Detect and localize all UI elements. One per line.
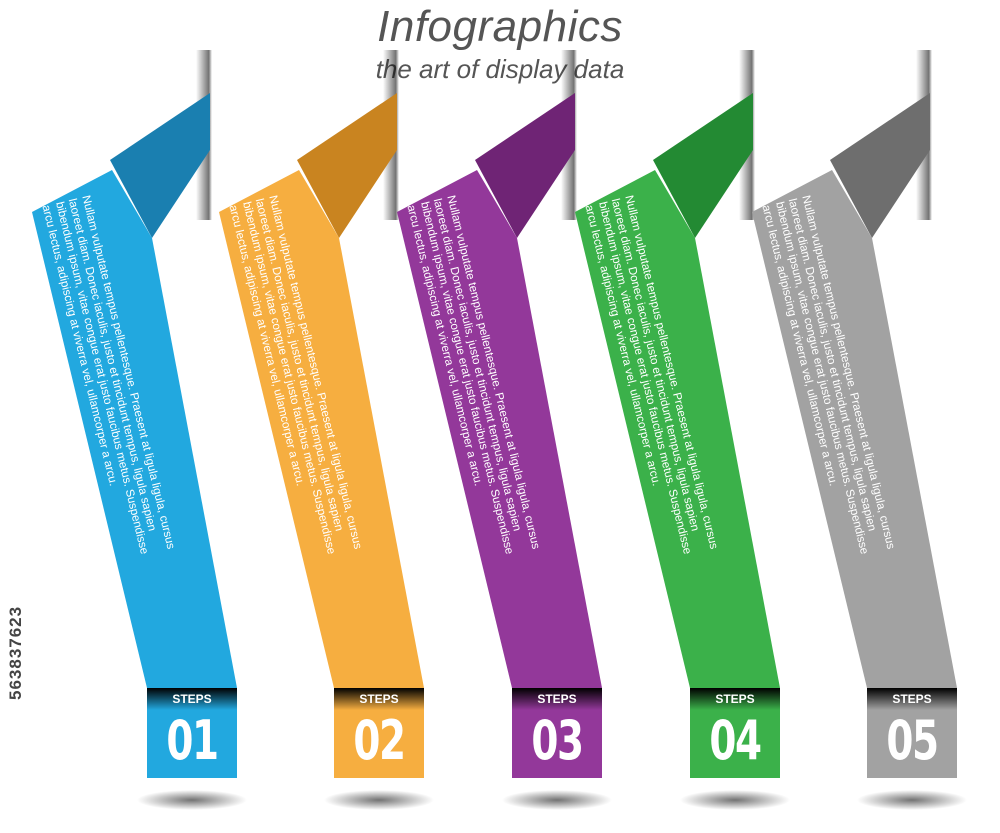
title: Infographics: [377, 2, 623, 51]
ribbon-3: [397, 50, 612, 810]
step-box-4: STEPS 04: [690, 688, 780, 778]
step-number: 05: [886, 709, 939, 772]
ribbon-strip: [397, 170, 602, 688]
ribbon-fold: [830, 93, 930, 238]
step-box-5: STEPS 05: [867, 688, 957, 778]
step-shadow: [137, 790, 247, 810]
steps-label: STEPS: [512, 688, 602, 710]
step-number: 03: [531, 709, 584, 772]
ribbon-fold: [297, 93, 397, 238]
ribbon-fold: [110, 93, 210, 238]
step-shadow: [502, 790, 612, 810]
step-number: 04: [709, 709, 762, 772]
steps-label: STEPS: [334, 688, 424, 710]
step-box-3: STEPS 03: [512, 688, 602, 778]
ribbon-4: [575, 50, 790, 810]
step-box-1: STEPS 01: [147, 688, 237, 778]
ribbon-strip: [32, 170, 237, 688]
steps-label: STEPS: [867, 688, 957, 710]
ribbon-1: [32, 50, 247, 810]
ribbon-2: [219, 50, 434, 810]
steps-label: STEPS: [147, 688, 237, 710]
ribbon-5: [752, 50, 967, 810]
ribbon-fold: [475, 93, 575, 238]
step-shadow: [857, 790, 967, 810]
subtitle: the art of display data: [375, 54, 625, 84]
step-shadow: [680, 790, 790, 810]
ribbon-strip: [219, 170, 424, 688]
ribbon-strip: [575, 170, 780, 688]
ribbon-fold: [653, 93, 753, 238]
step-shadow: [324, 790, 434, 810]
step-box-2: STEPS 02: [334, 688, 424, 778]
ribbon-strip: [752, 170, 957, 688]
step-number: 02: [353, 709, 406, 772]
step-number: 01: [166, 709, 219, 772]
steps-label: STEPS: [690, 688, 780, 710]
